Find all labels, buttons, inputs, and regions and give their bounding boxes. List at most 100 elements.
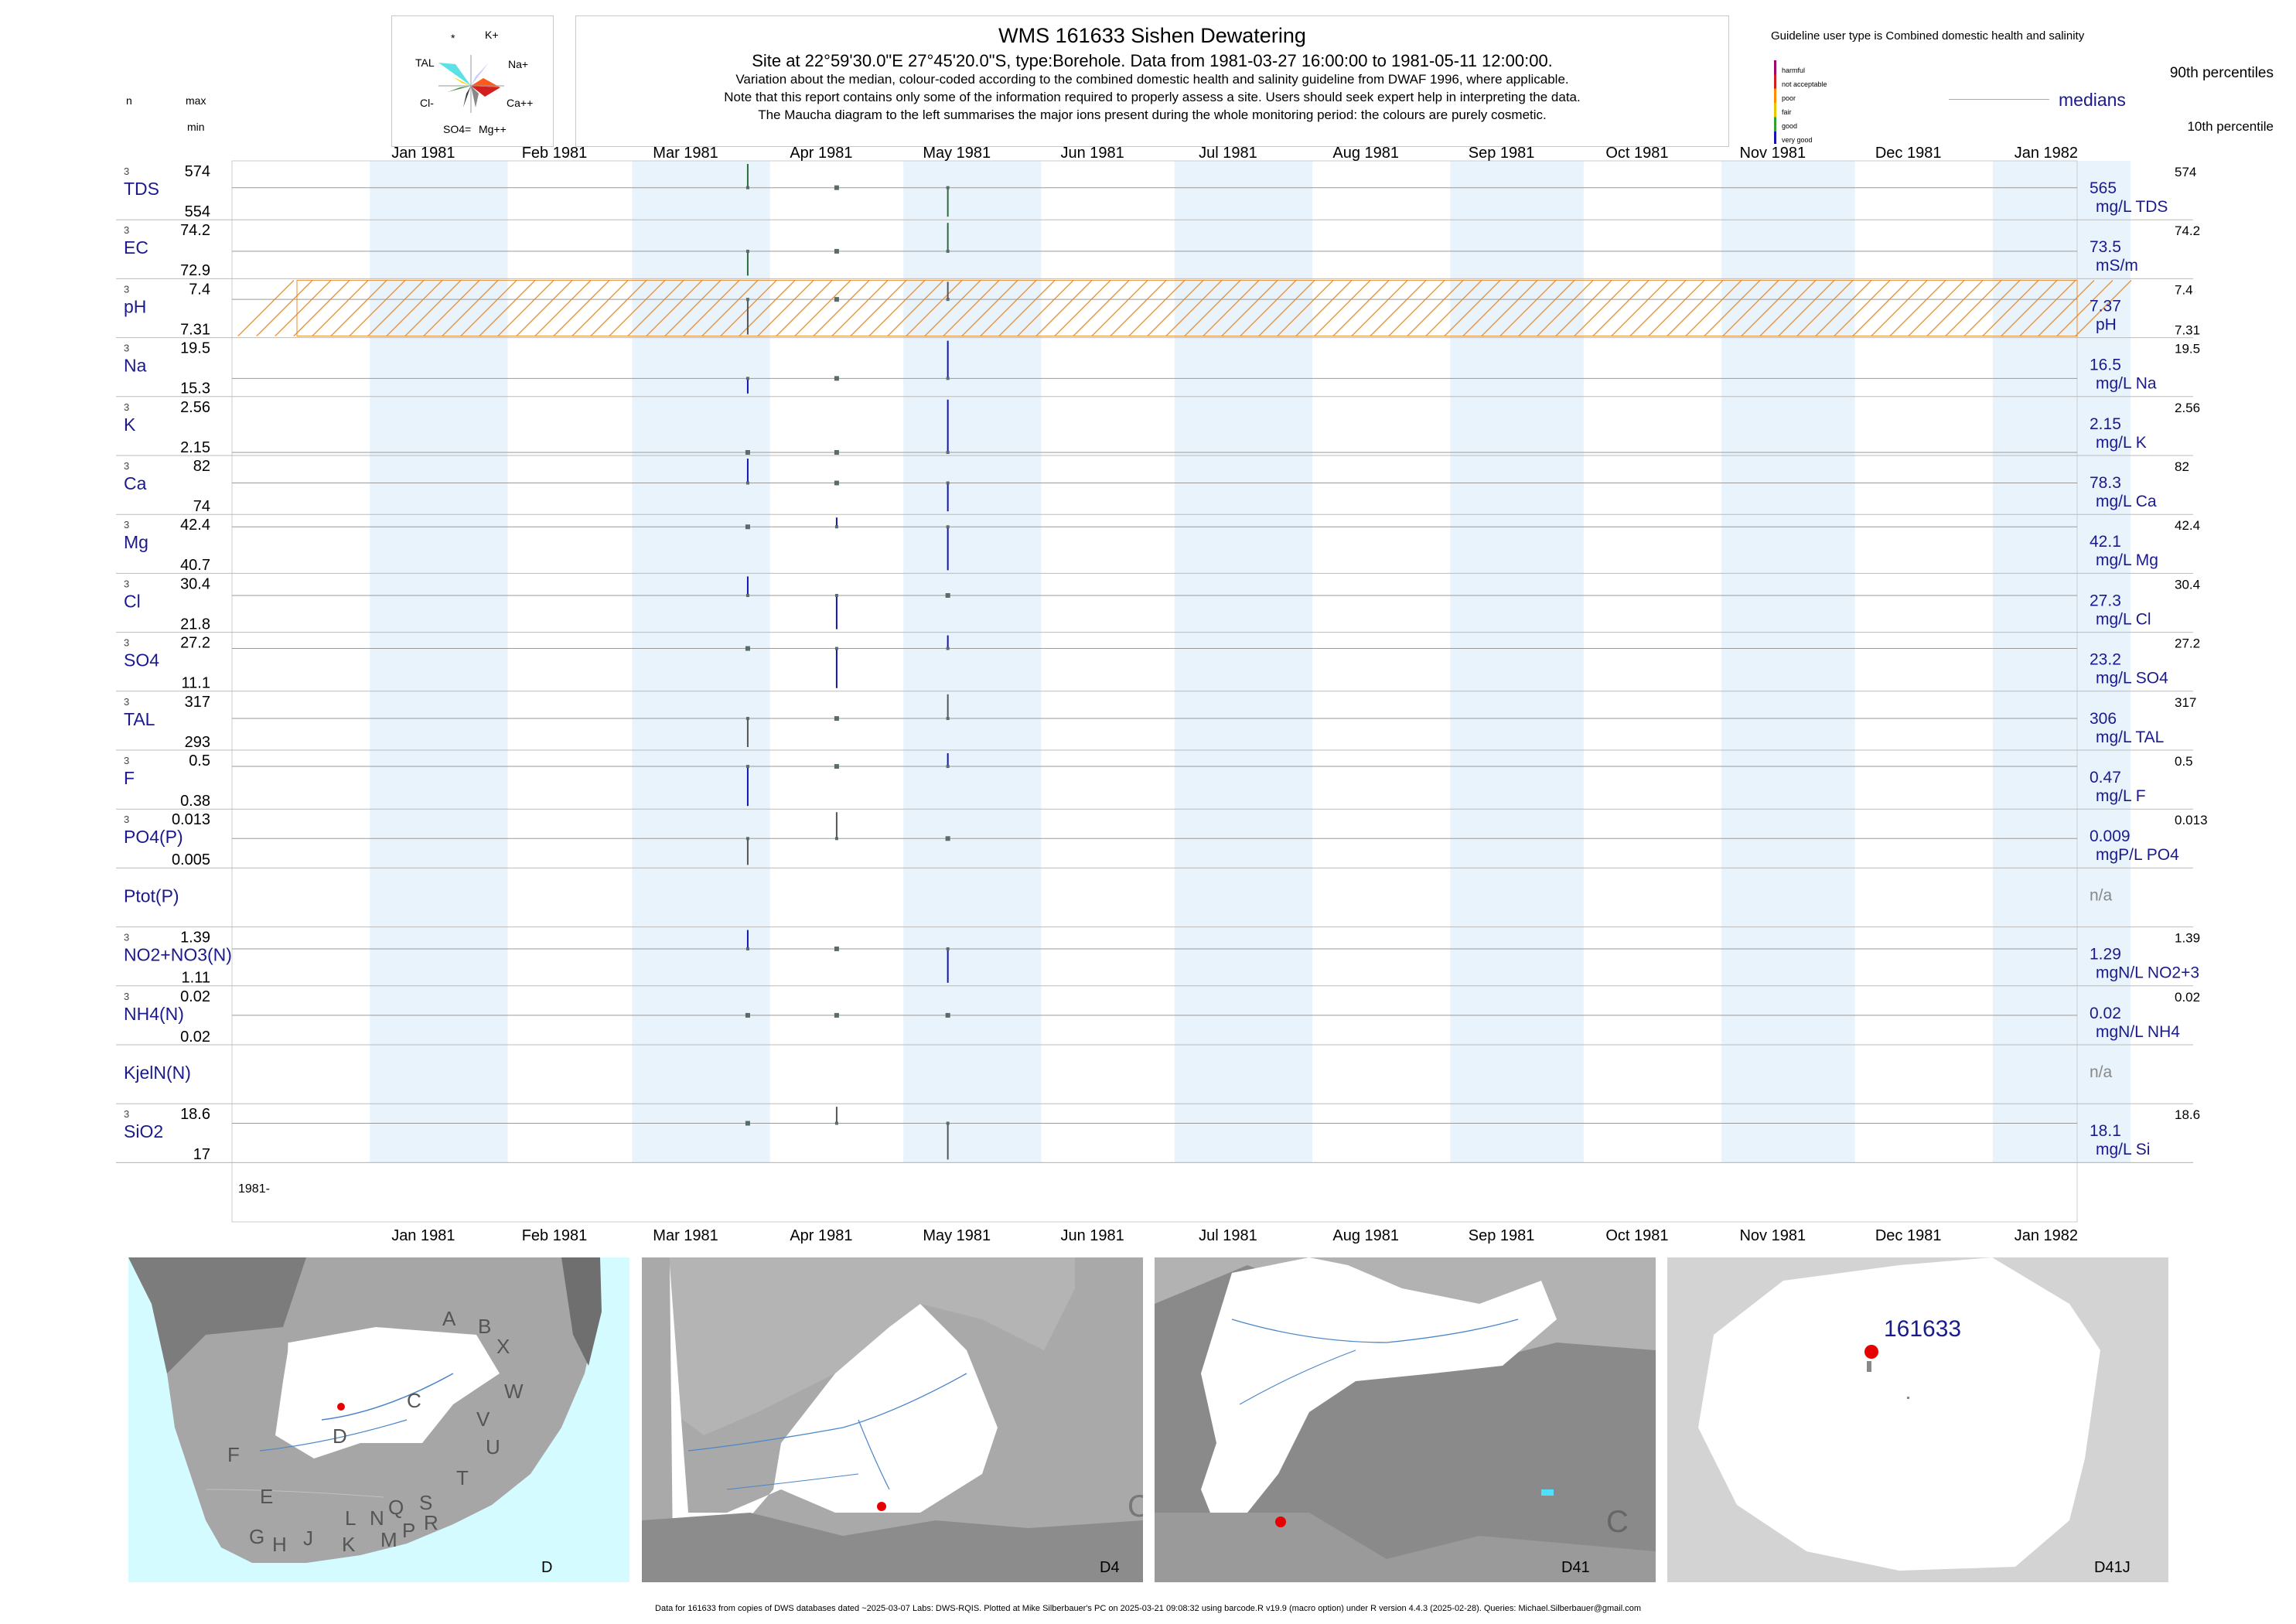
row-min: 0.005 [172,851,210,868]
hatch-line [1667,279,1724,337]
sample-point [745,1012,750,1018]
sample-count: 3 [124,932,129,943]
hatch-line [701,279,759,337]
hatch-line [349,279,406,337]
page-title: WMS 161633 Sishen Dewatering [998,24,1306,47]
sample-point [745,593,749,597]
hatch-line [404,279,462,337]
hatch-line [961,279,1018,337]
hatch-line [1611,279,1668,337]
row-median-value: 0.47 [2090,769,2121,786]
hatch-line [1351,279,1408,337]
variable-label: NO2+NO3(N) [124,945,232,965]
row-right-max: 19.5 [2175,342,2200,357]
hatch-line [367,279,425,337]
drainage-region-label: D [333,1424,347,1448]
maucha-label-tal: TAL [415,56,435,69]
maucha-label-k: K+ [485,29,499,41]
legend-p10: 10th percentile [2187,119,2274,134]
row-median-value: 73.5 [2090,238,2121,256]
hatch-line [2001,279,2058,337]
drainage-region-label: R [424,1511,438,1534]
sample-count: 3 [124,991,129,1002]
sample-point [945,1012,950,1018]
hatch-line [998,279,1056,337]
hatch-line [1834,279,1891,337]
hatch-line [1240,279,1297,337]
sample-point [834,248,839,254]
row-min: 0.38 [180,793,210,810]
map-d41j-drawing [1667,1257,2168,1582]
variable-label: Cl [124,591,141,611]
sample-point [834,1121,838,1125]
sample-point [834,647,838,650]
sample-point [945,592,950,598]
hatch-line [887,279,944,337]
map-caption: D41J [2094,1559,2131,1576]
row-unit: pH [2096,316,2117,333]
hatch-line [1332,279,1390,337]
hatch-line [1388,279,1445,337]
hatch-line [1926,279,1984,337]
plot-frame [231,160,2078,1223]
row-max: 7.4 [189,281,210,298]
month-shading [1721,161,1855,1163]
row-right-max: 42.4 [2175,518,2200,533]
month-shading [370,161,508,1163]
drainage-region-label: L [345,1506,357,1530]
drainage-region-label: P [402,1519,416,1542]
maucha-label-ca: Ca++ [507,97,534,109]
row-median-value: 16.5 [2090,357,2121,374]
row-unit: mg/L K [2096,434,2147,452]
sample-count: 3 [124,696,129,708]
variable-label: KjelN(N) [124,1063,191,1083]
row-unit: mg/L SO4 [2096,670,2168,687]
month-label-top: Jun 1981 [1060,145,1124,162]
title-box: WMS 161633 Sishen Dewatering Site at 22°… [575,15,1729,147]
sample-point [834,480,839,486]
sample-point [946,765,950,769]
hatch-line [1147,279,1204,337]
row-min: 11.1 [182,675,210,692]
sample-point [745,765,749,769]
hatch-line [1815,279,1872,337]
variable-label: K [124,415,136,435]
hatch-line [571,279,629,337]
row-right-max: 18.6 [2175,1107,2200,1122]
row-min: 72.9 [180,262,210,279]
hatch-line [1945,279,2002,337]
sample-count: 3 [124,1108,129,1120]
month-label-bottom: Oct 1981 [1605,1227,1668,1244]
month-label-top: Nov 1981 [1739,145,1806,162]
hatch-line [794,279,851,337]
hatch-line [757,279,814,337]
row-min: 17 [193,1146,210,1163]
row-max: 1.39 [180,930,210,947]
drainage-region-label: E [260,1485,274,1508]
drainage-region-label: C [407,1389,421,1412]
hatch-line [1462,279,1520,337]
month-label-top: May 1981 [923,145,991,162]
row-unit: mg/L Na [2096,375,2157,393]
variable-label: TAL [124,709,155,729]
row-median-value: 7.37 [2090,297,2121,315]
hatch-line [683,279,740,337]
month-label-bottom: Jul 1981 [1199,1227,1257,1244]
hatch-line [2038,279,2095,337]
sample-point [834,376,839,381]
sample-point [834,764,839,769]
guideline-hatch-band [237,279,2132,337]
hatch-line [1722,279,1779,337]
variable-label: PO4(P) [124,827,183,847]
row-median-value: 306 [2090,710,2117,728]
map-d41-drawing [1155,1257,1656,1582]
hatch-line [479,279,536,337]
row-median-value: 1.29 [2090,946,2121,964]
row-unit: mg/L TDS [2096,198,2168,216]
hatch-line [386,279,443,337]
map-region-label: C [1606,1505,1629,1539]
hatch-line [423,279,480,337]
site-description: Site at 22°59'30.0"E 27°45'20.0"S, type:… [752,51,1553,70]
map-d41j: 161633 D41J [1667,1257,2168,1582]
